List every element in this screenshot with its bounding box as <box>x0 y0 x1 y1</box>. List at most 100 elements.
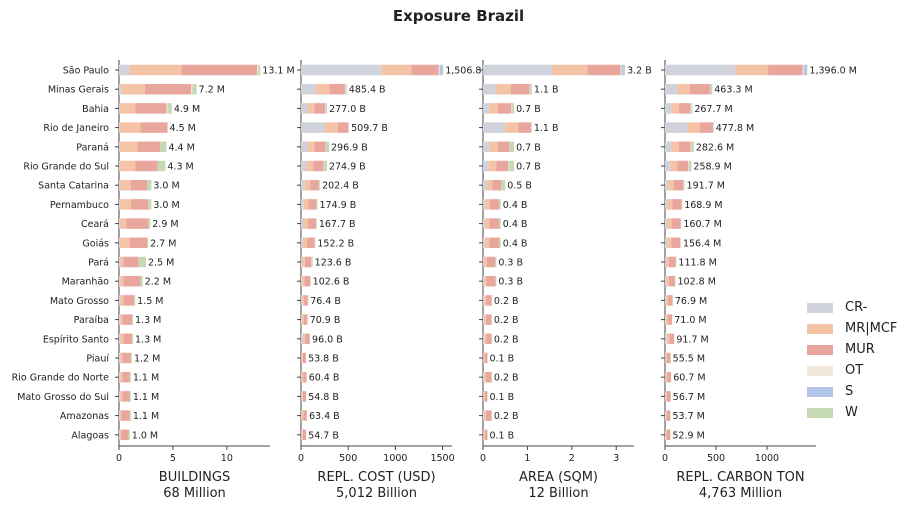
x-tick-label: 1000 <box>383 453 407 464</box>
x-axis-title: BUILDINGS <box>159 470 230 485</box>
bar-segment-w <box>711 83 713 95</box>
bar-segment-mr <box>324 122 338 133</box>
bar-segment-cr <box>483 83 496 95</box>
bar-segment-cr <box>665 352 666 364</box>
bar-segment-mur <box>489 218 499 229</box>
bar-segment-s <box>621 64 624 76</box>
bar-segment-cr <box>119 333 121 345</box>
state-label: São Paulo <box>63 66 109 77</box>
bar-segment-mur <box>130 179 148 191</box>
bar-segment-mur <box>122 352 131 364</box>
bar-segment-cr <box>483 199 486 210</box>
bar-segment-mur <box>484 391 488 402</box>
bar-segment-cr <box>665 122 688 133</box>
total-label: 1.2 M <box>134 354 160 365</box>
bar-segment-mur <box>486 295 492 306</box>
x-tick-label: 0 <box>662 453 668 464</box>
bar-segment-mr <box>303 199 309 210</box>
x-tick-label: 1500 <box>430 453 454 464</box>
bar-segment-cr <box>665 237 668 249</box>
bar-segment-mr <box>120 160 136 172</box>
bar-segment-mr <box>120 371 123 383</box>
bar-segment-cr <box>301 295 302 306</box>
bar-segment-w <box>131 333 134 345</box>
total-label: 168.9 M <box>684 200 722 211</box>
total-label: 1.1 M <box>133 392 159 403</box>
bar-segment-w <box>319 179 321 191</box>
bar-segment-mur <box>129 237 148 249</box>
total-label: 2.9 M <box>152 219 178 230</box>
bar-segment-mur <box>313 160 324 172</box>
bar-segment-cr <box>119 122 121 133</box>
total-label: 13.1 M <box>262 66 294 77</box>
total-label: 0.7 B <box>516 162 541 173</box>
bar-segment-cr <box>483 64 552 76</box>
bar-segment-mur <box>492 179 502 191</box>
bar-segment-mr <box>120 237 130 249</box>
total-label: 3.2 B <box>627 66 652 77</box>
bar-segment-cr <box>301 275 302 287</box>
total-label: 0.4 B <box>503 200 528 211</box>
x-axis-title: REPL. COST (USD) <box>317 470 435 485</box>
bar-segment-cr <box>119 429 121 441</box>
panel-2: 0 500 1000 1500 1,506.8 485.4 B 277.0 B 509.7 B… <box>297 60 481 501</box>
total-label: 71.0 M <box>674 315 706 326</box>
bar-segment-mr <box>120 275 124 287</box>
bar-segment-ot <box>710 83 711 95</box>
x-axis-subtitle: 5,012 Billion <box>336 486 417 501</box>
total-label: 4.3 M <box>167 162 193 173</box>
total-label: 76.4 B <box>310 296 341 307</box>
total-label: 277.0 B <box>329 104 366 115</box>
bar-segment-mr <box>666 256 670 268</box>
bar-segment-mur <box>314 103 326 114</box>
total-label: 0.2 B <box>494 296 519 307</box>
bar-segment-mur <box>699 122 713 133</box>
bar-segment-mur <box>314 141 326 153</box>
bar-segment-w <box>806 64 808 76</box>
bar-segment-mr <box>485 199 491 210</box>
bar-segment-w <box>134 295 136 306</box>
bar-segment-mur <box>678 103 691 114</box>
bar-segment-mur <box>122 391 130 402</box>
bar-segment-mr <box>120 179 131 191</box>
total-label: 4.4 M <box>168 142 194 153</box>
total-label: 102.8 M <box>677 277 715 288</box>
bar-segment-w <box>442 64 444 76</box>
bar-segment-mur <box>486 371 492 383</box>
bar-segment-mr <box>381 64 412 76</box>
x-axis-subtitle: 12 Billion <box>528 486 588 501</box>
state-label: Rio Grande do Norte <box>12 373 109 384</box>
bar-segment-mr <box>670 160 678 172</box>
bar-segment-cr <box>665 103 672 114</box>
bar-segment-cr <box>301 160 307 172</box>
bar-segment-mur <box>518 122 531 133</box>
x-tick-label: 0 <box>116 453 122 464</box>
bar-segment-mr <box>120 429 122 441</box>
bar-segment-mr <box>301 371 304 383</box>
bar-segment-mr <box>488 160 497 172</box>
bar-segment-mur <box>329 83 345 95</box>
bar-segment-cr <box>119 83 122 95</box>
legend-label: S <box>845 384 854 399</box>
bar-segment-cr <box>483 275 484 287</box>
state-label: Alagoas <box>71 430 109 441</box>
bar-segment-mr <box>495 83 511 95</box>
legend-label: W <box>845 405 858 420</box>
bar-segment-ot <box>166 103 168 114</box>
bar-segment-mr <box>668 179 674 191</box>
bar-segment-mur <box>486 333 492 345</box>
bar-segment-mur <box>486 410 492 421</box>
bar-segment-mr <box>667 237 672 249</box>
bar-segment-w <box>129 410 131 421</box>
total-label: 2.5 M <box>148 258 174 269</box>
total-label: 1.1 M <box>133 411 159 422</box>
bar-segment-mur <box>677 160 689 172</box>
bar-segment-mr <box>671 103 679 114</box>
bar-segment-w <box>510 141 515 153</box>
bar-segment-w <box>129 371 131 383</box>
total-label: 111.8 M <box>678 258 716 269</box>
bar-segment-mr <box>666 295 669 306</box>
bar-segment-mur <box>122 371 130 383</box>
bar-segment-mr <box>483 429 485 441</box>
